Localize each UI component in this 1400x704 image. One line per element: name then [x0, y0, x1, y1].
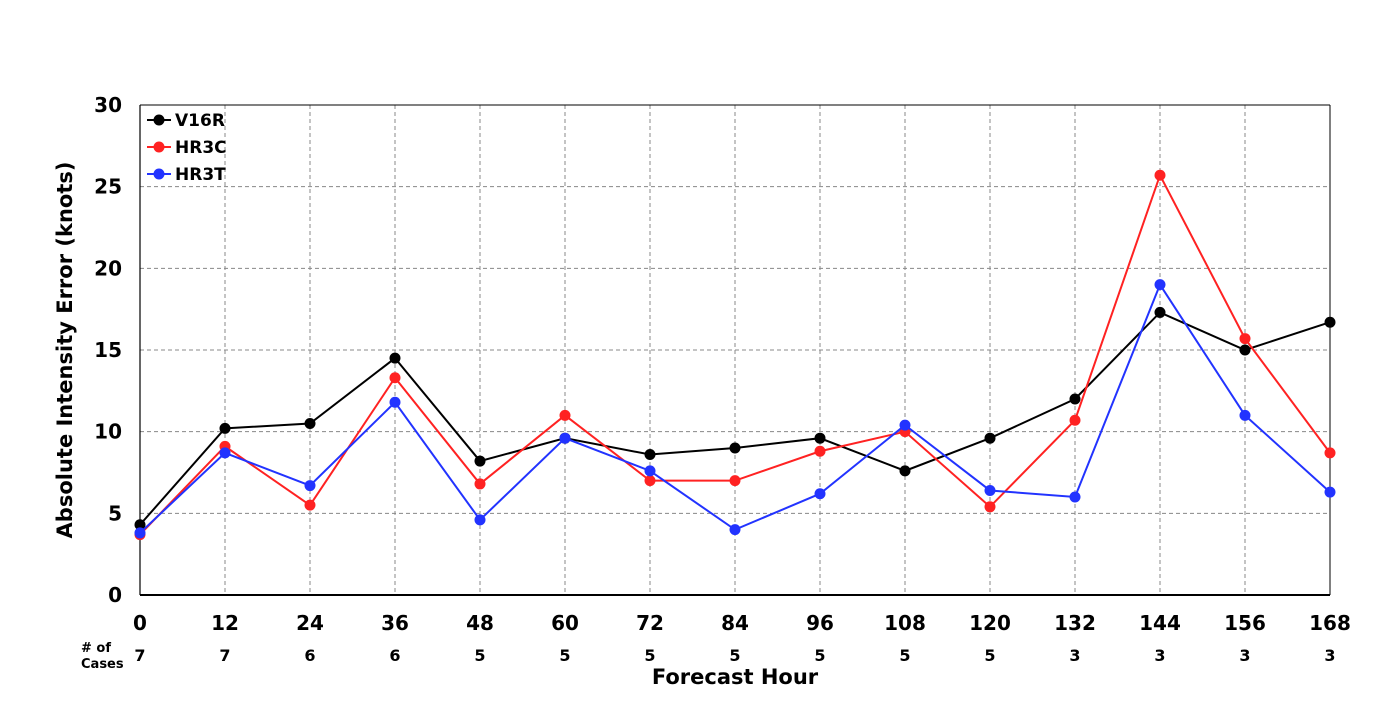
case-count-label: 5 [559, 646, 570, 665]
x-tick-label: 24 [296, 611, 324, 635]
data-point-v16r [984, 432, 996, 444]
data-point-v16r [1154, 306, 1166, 318]
case-count-label: 5 [899, 646, 910, 665]
x-axis-title: Forecast Hour [652, 665, 819, 689]
case-count-label: 6 [304, 646, 315, 665]
data-point-hr3t [899, 419, 911, 431]
case-count-label: 7 [219, 646, 230, 665]
data-point-hr3c [644, 475, 656, 487]
legend-label-hr3t: HR3T [175, 165, 226, 185]
case-count-label: 7 [134, 646, 145, 665]
x-tick-label: 48 [466, 611, 494, 635]
data-point-hr3c [814, 445, 826, 457]
legend-marker-hr3t [153, 168, 165, 180]
x-tick-label: 84 [721, 611, 749, 635]
data-point-v16r [389, 352, 401, 364]
case-count-label: 3 [1154, 646, 1165, 665]
data-point-v16r [134, 519, 146, 531]
data-point-v16r [304, 418, 316, 429]
data-point-hr3c [1069, 414, 1081, 426]
data-point-v16r [729, 442, 741, 454]
grid [140, 105, 1330, 595]
x-tick-label: 72 [636, 611, 664, 635]
data-point-v16r [1069, 393, 1081, 405]
data-point-hr3c [389, 372, 401, 384]
data-point-v16r [814, 432, 826, 444]
data-point-hr3t [134, 527, 146, 539]
y-axis-title: Absolute Intensity Error (knots) [53, 162, 77, 539]
x-tick-label: 144 [1139, 611, 1181, 635]
y-tick-label: 20 [94, 256, 122, 280]
data-point-hr3c [304, 499, 316, 511]
data-point-hr3c [984, 501, 996, 513]
case-count-label: 5 [984, 646, 995, 665]
x-tick-label: 108 [884, 611, 926, 635]
data-point-hr3c [1324, 447, 1336, 459]
data-point-hr3c [729, 475, 741, 487]
data-point-hr3t [389, 396, 401, 408]
case-count-label: 6 [389, 646, 400, 665]
legend: V16R HR3C HR3T [147, 111, 227, 185]
axes [139, 104, 1331, 596]
case-count-label: 3 [1239, 646, 1250, 665]
data-point-hr3t [304, 480, 316, 492]
x-tick-label: 36 [381, 611, 409, 635]
data-point-v16r [644, 449, 656, 461]
x-tick-label: 96 [806, 611, 834, 635]
case-count-label: 3 [1069, 646, 1080, 665]
data-point-hr3t [644, 465, 656, 477]
legend-label-v16r: V16R [175, 111, 225, 131]
data-point-v16r [219, 422, 231, 434]
cases-header-line2: Cases [81, 657, 124, 672]
legend-marker-v16r [153, 114, 165, 126]
x-tick-label: 132 [1054, 611, 1096, 635]
data-point-v16r [899, 465, 911, 477]
y-tick-label: 25 [94, 175, 122, 199]
x-tick-label: 168 [1309, 611, 1351, 635]
y-tick-label: 0 [108, 583, 122, 607]
data-point-hr3c [474, 478, 486, 490]
data-point-hr3t [1069, 491, 1081, 503]
data-point-hr3t [729, 524, 741, 536]
data-point-hr3t [474, 514, 486, 526]
data-point-hr3c [1154, 169, 1166, 181]
data-point-hr3t [559, 432, 571, 444]
x-tick-label: 12 [211, 611, 239, 635]
y-tick-label: 10 [94, 420, 122, 444]
case-count-label: 5 [474, 646, 485, 665]
x-tick-label: 156 [1224, 611, 1266, 635]
x-tick-label: 60 [551, 611, 579, 635]
data-point-v16r [474, 455, 486, 467]
x-tick-label: 120 [969, 611, 1011, 635]
case-count-label: 5 [814, 646, 825, 665]
data-point-hr3t [1239, 409, 1251, 421]
legend-marker-hr3c [153, 141, 165, 153]
case-count-label: 5 [644, 646, 655, 665]
data-point-hr3c [1239, 333, 1251, 345]
x-tick-label: 0 [133, 611, 147, 635]
y-tick-label: 5 [108, 501, 122, 525]
case-count-label: 3 [1324, 646, 1335, 665]
data-point-v16r [1324, 316, 1336, 328]
data-point-hr3t [814, 488, 826, 500]
series [134, 169, 1336, 541]
y-tick-label: 30 [94, 93, 122, 117]
data-point-hr3c [559, 409, 571, 421]
data-point-hr3t [1324, 486, 1336, 498]
legend-label-hr3c: HR3C [175, 138, 227, 158]
case-count-label: 5 [729, 646, 740, 665]
data-point-hr3t [219, 447, 231, 459]
data-point-hr3t [1154, 279, 1166, 291]
y-tick-label: 15 [94, 338, 122, 362]
data-point-v16r [1239, 344, 1251, 356]
data-point-hr3t [984, 484, 996, 496]
cases-header-line1: # of [81, 641, 111, 656]
